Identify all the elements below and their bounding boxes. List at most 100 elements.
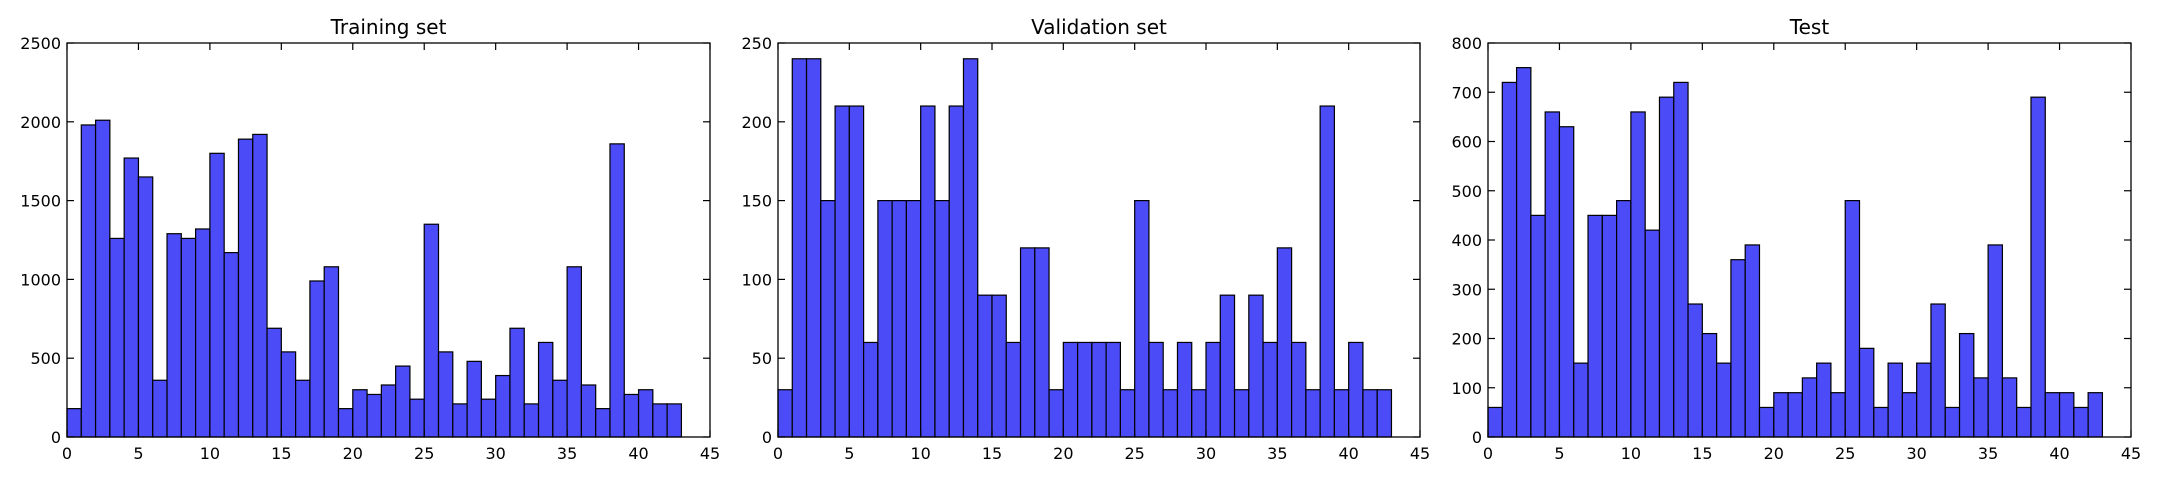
training-bar <box>281 352 295 437</box>
test-x-tick-label: 15 <box>1692 444 1712 463</box>
validation-x-tick-label: 5 <box>844 444 854 463</box>
validation-bar <box>1163 390 1177 437</box>
training-bar <box>367 394 381 437</box>
training-y-tick-label: 1500 <box>20 192 61 211</box>
validation-bar <box>892 201 906 437</box>
validation-bar <box>1063 342 1077 437</box>
training-x-tick-label: 0 <box>62 444 72 463</box>
validation-x-tick-label: 20 <box>1053 444 1073 463</box>
training-x-tick-label: 25 <box>414 444 434 463</box>
test-bar <box>1759 407 1773 437</box>
training-bar <box>238 139 252 437</box>
test-bar <box>2017 407 2031 437</box>
test-bar <box>1688 304 1702 437</box>
training-y-tick-label: 500 <box>30 349 61 368</box>
validation-bar <box>878 201 892 437</box>
training-x-tick-label: 20 <box>343 444 363 463</box>
validation-bar <box>1235 390 1249 437</box>
validation-bar <box>1220 295 1234 437</box>
test-bar <box>2060 393 2074 437</box>
training-y-tick-label: 1000 <box>20 270 61 289</box>
training-bar <box>667 404 681 437</box>
test-y-tick-label: 700 <box>1451 83 1482 102</box>
training-bar <box>196 229 210 437</box>
training-x-tick-label: 10 <box>200 444 220 463</box>
training-bar <box>338 409 352 437</box>
training-bar <box>253 134 267 437</box>
training-bar <box>567 267 581 437</box>
test-x-tick-label: 40 <box>2049 444 2069 463</box>
test-bar <box>1645 230 1659 437</box>
training-x-tick-label: 45 <box>700 444 720 463</box>
validation-bar <box>921 106 935 437</box>
validation-bar <box>906 201 920 437</box>
test-y-tick-label: 300 <box>1451 280 1482 299</box>
validation-x-tick-label: 45 <box>1410 444 1430 463</box>
training-bar <box>296 380 310 437</box>
test-bar <box>1617 201 1631 437</box>
validation-bar <box>1035 248 1049 437</box>
test-x-tick-label: 30 <box>1906 444 1926 463</box>
validation-bar <box>1277 248 1291 437</box>
validation-bar <box>1334 390 1348 437</box>
validation-bar <box>1177 342 1191 437</box>
training-bar <box>453 404 467 437</box>
test-x-tick-label: 35 <box>1978 444 1998 463</box>
test-bar <box>1902 393 1916 437</box>
training-y-tick-label: 2500 <box>20 34 61 53</box>
test-y-tick-label: 0 <box>1472 428 1482 447</box>
test-x-tick-label: 0 <box>1483 444 1493 463</box>
training-bar <box>439 352 453 437</box>
test-bar <box>1960 334 1974 437</box>
validation-bar <box>992 295 1006 437</box>
test-y-tick-label: 600 <box>1451 133 1482 152</box>
training-bar <box>353 390 367 437</box>
training-bar <box>581 385 595 437</box>
training-bar <box>467 361 481 437</box>
test-y-tick-label: 800 <box>1451 34 1482 53</box>
validation-bar <box>1249 295 1263 437</box>
training-bar <box>110 238 124 437</box>
training-bar <box>181 238 195 437</box>
validation-bar <box>1106 342 1120 437</box>
training-bar <box>67 409 81 437</box>
validation-bar <box>1263 342 1277 437</box>
validation-x-tick-label: 35 <box>1267 444 1287 463</box>
validation-bar <box>835 106 849 437</box>
training-bar <box>310 281 324 437</box>
test-bar <box>1888 363 1902 437</box>
training-bar <box>124 158 138 437</box>
test-bar <box>1931 304 1945 437</box>
validation-x-tick-label: 15 <box>982 444 1002 463</box>
validation-bar <box>1192 390 1206 437</box>
validation-bar <box>949 106 963 437</box>
training-x-tick-label: 30 <box>485 444 505 463</box>
test-bar <box>1702 334 1716 437</box>
training-bar <box>424 224 438 437</box>
training-x-tick-label: 35 <box>557 444 577 463</box>
test-y-tick-label: 100 <box>1451 379 1482 398</box>
validation-bar <box>1006 342 1020 437</box>
training-x-tick-label: 5 <box>133 444 143 463</box>
test-bar <box>2031 97 2045 437</box>
training-bar <box>224 253 238 437</box>
validation-y-tick-label: 100 <box>741 270 772 289</box>
training-bar <box>539 342 553 437</box>
validation-bar <box>963 59 977 437</box>
training-bar <box>267 328 281 437</box>
test-bar <box>1631 112 1645 437</box>
validation-bar <box>1349 342 1363 437</box>
test-bar <box>1802 378 1816 437</box>
validation-bar <box>1021 248 1035 437</box>
validation-bar <box>978 295 992 437</box>
training-bar <box>381 385 395 437</box>
training-title: Training set <box>330 15 447 39</box>
test-bar <box>1774 393 1788 437</box>
test-bar <box>1974 378 1988 437</box>
test-bar <box>1588 215 1602 437</box>
validation-bar <box>935 201 949 437</box>
test-bar <box>1502 82 1516 437</box>
training-bar <box>510 328 524 437</box>
training-bar <box>496 376 510 437</box>
test-bar <box>1717 363 1731 437</box>
